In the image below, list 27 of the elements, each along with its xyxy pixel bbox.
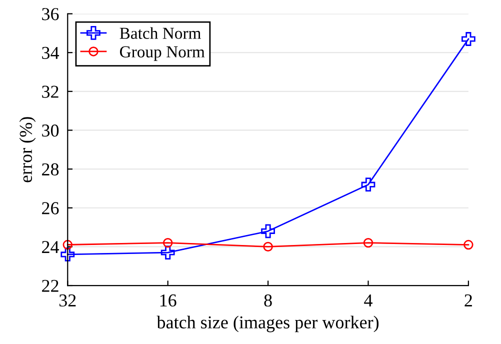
point [461,32,476,46]
point [361,178,376,192]
legend-label: Group Norm [120,46,205,61]
y-axis-title: error (%) [19,117,36,182]
point [464,240,474,250]
y-tick-label: 22 [42,280,58,292]
y-tick-label: 26 [42,202,59,214]
point [62,240,72,250]
x-axis-title: batch size (images per worker) [156,316,379,332]
point [160,246,175,260]
y-tick-label: 32 [42,86,58,98]
x-tick-label: 16 [160,294,176,307]
point [162,238,173,248]
point [261,224,275,238]
x-tick-label: 8 [264,294,272,307]
x-tick-label: 32 [59,294,76,307]
x-tick-label: 2 [464,294,472,306]
y-tick-label: 28 [42,163,59,176]
point [60,248,75,262]
y-tick-label: 36 [42,8,59,20]
y-tick-label: 24 [42,241,60,253]
legend-label: Batch Norm [120,27,201,39]
point [363,238,374,248]
y-tick-label: 34 [42,46,60,60]
x-tick-label: 4 [364,294,372,306]
y-tick-label: 30 [42,124,59,137]
point [263,242,273,252]
